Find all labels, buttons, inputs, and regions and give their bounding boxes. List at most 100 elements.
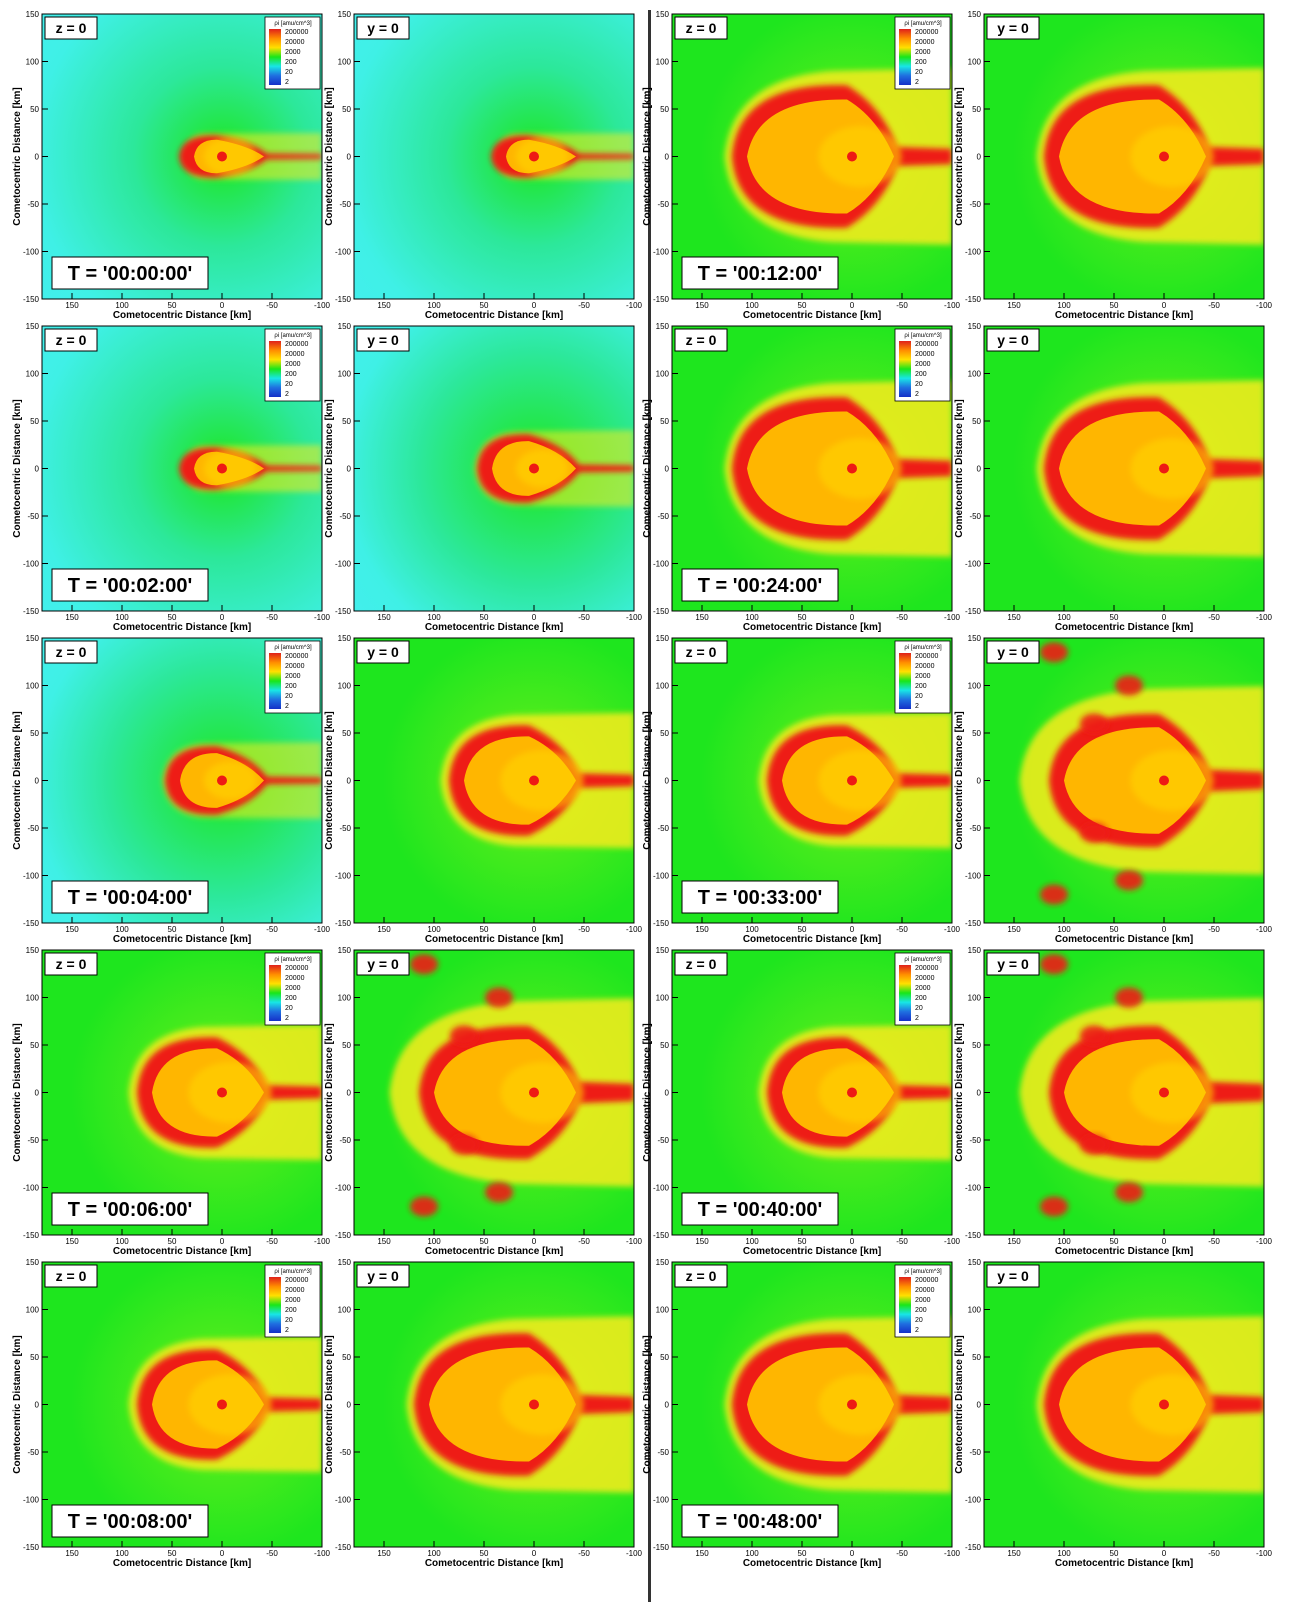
colorbar-label: 200 xyxy=(285,1307,297,1314)
x-tick-label: -50 xyxy=(266,613,278,622)
colorbar-legend: ρi [amu/cm^3] 200000 20000 2000 200 20 2 xyxy=(264,952,321,1026)
colorbar-gradient xyxy=(899,653,911,709)
x-tick-label: 150 xyxy=(1007,301,1021,310)
colorbar-label: 2000 xyxy=(915,361,931,368)
x-tick-label: 50 xyxy=(1110,925,1119,934)
x-axis-label: Cometocentric Distance [km] xyxy=(743,1246,881,1257)
y-tick-label: 50 xyxy=(660,1041,669,1050)
x-axis-label: Cometocentric Distance [km] xyxy=(425,1246,563,1257)
nucleus-marker xyxy=(529,463,539,474)
x-tick-label: -50 xyxy=(896,1237,908,1246)
instability-blob xyxy=(450,1134,478,1155)
x-tick-label: 100 xyxy=(115,1549,129,1558)
colorbar-label: 20000 xyxy=(285,351,305,358)
y-axis-label: Cometocentric Distance [km] xyxy=(954,1335,965,1473)
y-axis-label: Cometocentric Distance [km] xyxy=(954,87,965,225)
colorbar-label: 20000 xyxy=(915,39,935,46)
colorbar-legend: ρi [amu/cm^3] 200000 20000 2000 200 20 2 xyxy=(264,16,321,90)
y-tick-label: 50 xyxy=(972,729,981,738)
instability-blob xyxy=(1080,822,1108,843)
column-separator xyxy=(648,10,651,1602)
y-tick-label: -50 xyxy=(339,1448,351,1457)
x-tick-label: -50 xyxy=(896,925,908,934)
colorbar-label: 20000 xyxy=(285,39,305,46)
y-tick-label: 50 xyxy=(660,417,669,426)
colorbar-label: 2 xyxy=(285,79,289,86)
density-panel: -150 -100 -50 0 50 100 150 150 100 50 0 -50 -100 Come… xyxy=(954,626,1273,945)
x-tick-label: 150 xyxy=(65,613,79,622)
density-map: -150 -100 -50 0 50 100 150 150 100 50 0 -50 -100 Come… xyxy=(12,1258,331,1569)
instability-blob xyxy=(1080,713,1108,734)
svg-text:T = '00:12:00': T = '00:12:00' xyxy=(698,263,823,285)
colorbar-title: ρi [amu/cm^3] xyxy=(274,21,312,27)
colorbar-legend: ρi [amu/cm^3] 200000 20000 2000 200 20 2 xyxy=(894,1264,951,1338)
x-tick-label: 50 xyxy=(798,301,807,310)
x-tick-label: 150 xyxy=(377,1237,391,1246)
y-tick-label: 100 xyxy=(968,1306,982,1315)
colorbar-label: 2 xyxy=(915,703,919,710)
y-tick-label: -50 xyxy=(27,1136,39,1145)
y-tick-label: -150 xyxy=(23,1231,40,1240)
plot-area xyxy=(984,1262,1264,1547)
x-tick-label: -100 xyxy=(944,1237,961,1246)
y-tick-label: 50 xyxy=(30,105,39,114)
nucleus-marker xyxy=(217,463,227,474)
plane-label: z = 0 xyxy=(44,1264,98,1288)
y-axis-label: Cometocentric Distance [km] xyxy=(954,399,965,537)
x-tick-label: 0 xyxy=(532,1237,537,1246)
y-tick-label: -150 xyxy=(965,607,982,616)
svg-text:z = 0: z = 0 xyxy=(686,20,717,36)
y-tick-label: 0 xyxy=(35,1089,40,1098)
instability-blob xyxy=(1115,1182,1143,1203)
colorbar-label: 200 xyxy=(915,1307,927,1314)
x-tick-label: 100 xyxy=(115,301,129,310)
x-tick-label: -50 xyxy=(896,1549,908,1558)
y-tick-label: 50 xyxy=(30,729,39,738)
y-tick-label: -50 xyxy=(657,1448,669,1457)
x-tick-label: 100 xyxy=(745,1237,759,1246)
y-tick-label: -50 xyxy=(969,512,981,521)
y-tick-label: -50 xyxy=(657,512,669,521)
y-axis-label: Cometocentric Distance [km] xyxy=(324,711,335,849)
time-label: T = '00:12:00' xyxy=(681,256,839,290)
y-tick-label: -100 xyxy=(965,872,982,881)
x-tick-label: 0 xyxy=(1162,301,1167,310)
nucleus-marker xyxy=(847,151,857,162)
colorbar-label: 2000 xyxy=(285,1297,301,1304)
colorbar-legend: ρi [amu/cm^3] 200000 20000 2000 200 20 2 xyxy=(264,1264,321,1338)
x-tick-label: -50 xyxy=(266,925,278,934)
x-tick-label: 50 xyxy=(480,301,489,310)
time-label: T = '00:48:00' xyxy=(681,1504,839,1538)
x-axis-label: Cometocentric Distance [km] xyxy=(425,622,563,633)
x-tick-label: -50 xyxy=(578,613,590,622)
x-tick-label: 0 xyxy=(850,613,855,622)
svg-text:T = '00:24:00': T = '00:24:00' xyxy=(698,575,823,597)
x-tick-label: 150 xyxy=(1007,613,1021,622)
density-map: -150 -100 -50 0 50 100 150 150 100 50 0 -50 -100 Come… xyxy=(324,322,643,633)
y-tick-label: 0 xyxy=(35,153,40,162)
y-axis-label: Cometocentric Distance [km] xyxy=(642,711,653,849)
colorbar-legend: ρi [amu/cm^3] 200000 20000 2000 200 20 2 xyxy=(894,640,951,714)
svg-text:T = '00:06:00': T = '00:06:00' xyxy=(68,1199,193,1221)
y-tick-label: 150 xyxy=(656,1258,670,1267)
y-tick-label: -100 xyxy=(653,248,670,257)
y-tick-label: 100 xyxy=(656,994,670,1003)
nucleus-marker xyxy=(1159,775,1169,786)
y-tick-label: 150 xyxy=(338,1258,352,1267)
x-axis-label: Cometocentric Distance [km] xyxy=(743,934,881,945)
y-tick-label: 100 xyxy=(26,682,40,691)
x-tick-label: -100 xyxy=(626,613,643,622)
density-cavity-core xyxy=(204,449,256,488)
plane-label: y = 0 xyxy=(356,1264,410,1288)
x-axis-label: Cometocentric Distance [km] xyxy=(1055,1246,1193,1257)
plot-area xyxy=(984,638,1264,923)
y-tick-label: 100 xyxy=(26,370,40,379)
x-tick-label: 50 xyxy=(798,1237,807,1246)
colorbar-label: 20 xyxy=(915,69,923,76)
colorbar-label: 200000 xyxy=(915,1277,938,1284)
y-axis-label: Cometocentric Distance [km] xyxy=(324,399,335,537)
density-map: -150 -100 -50 0 50 100 150 150 100 50 0 -50 -100 Come… xyxy=(324,1258,643,1569)
x-tick-label: -50 xyxy=(896,613,908,622)
colorbar-label: 20000 xyxy=(915,1287,935,1294)
nucleus-marker xyxy=(529,775,539,786)
